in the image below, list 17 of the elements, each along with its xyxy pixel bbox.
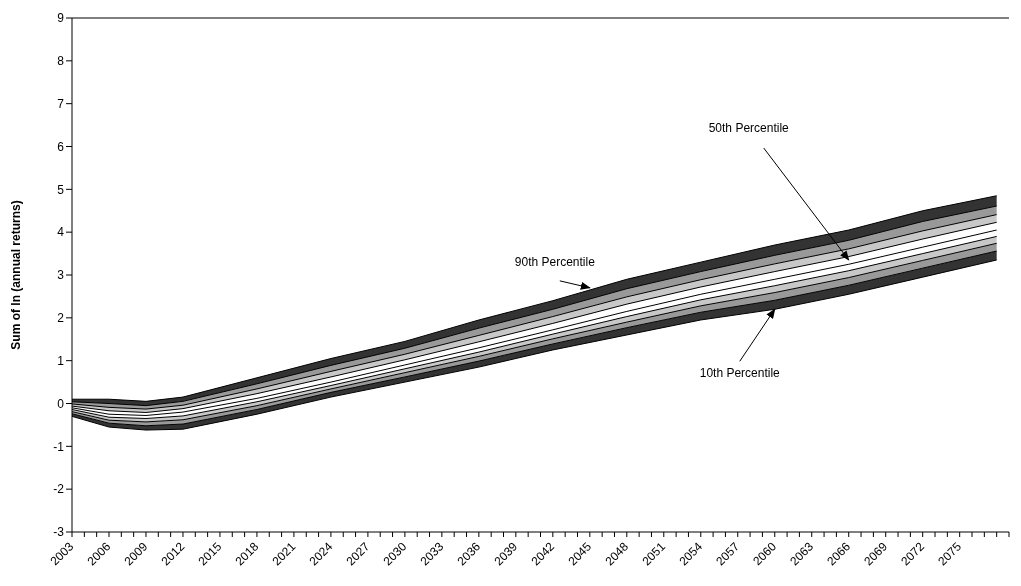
y-tick-label: 5 [57,182,65,197]
y-tick-label: 4 [57,225,65,240]
y-tick-label: 9 [57,11,65,26]
y-tick-label: -2 [53,482,65,497]
annotation: 10th Percentile [699,366,781,381]
y-tick-label: 0 [57,396,65,411]
y-tick-label: 7 [57,96,65,111]
y-tick-label: 8 [57,54,65,69]
y-tick-label: 1 [57,353,65,368]
y-tick-label: 6 [57,139,65,154]
y-axis-title: Sum of ln (annual returns) [9,200,24,350]
y-tick-label: -1 [53,439,65,454]
annotation: 50th Percentile [708,121,790,136]
y-tick-label: 3 [57,268,65,283]
y-tick-label: 2 [57,311,65,326]
annotation: 90th Percentile [514,254,596,269]
y-tick-label: -3 [53,525,65,540]
